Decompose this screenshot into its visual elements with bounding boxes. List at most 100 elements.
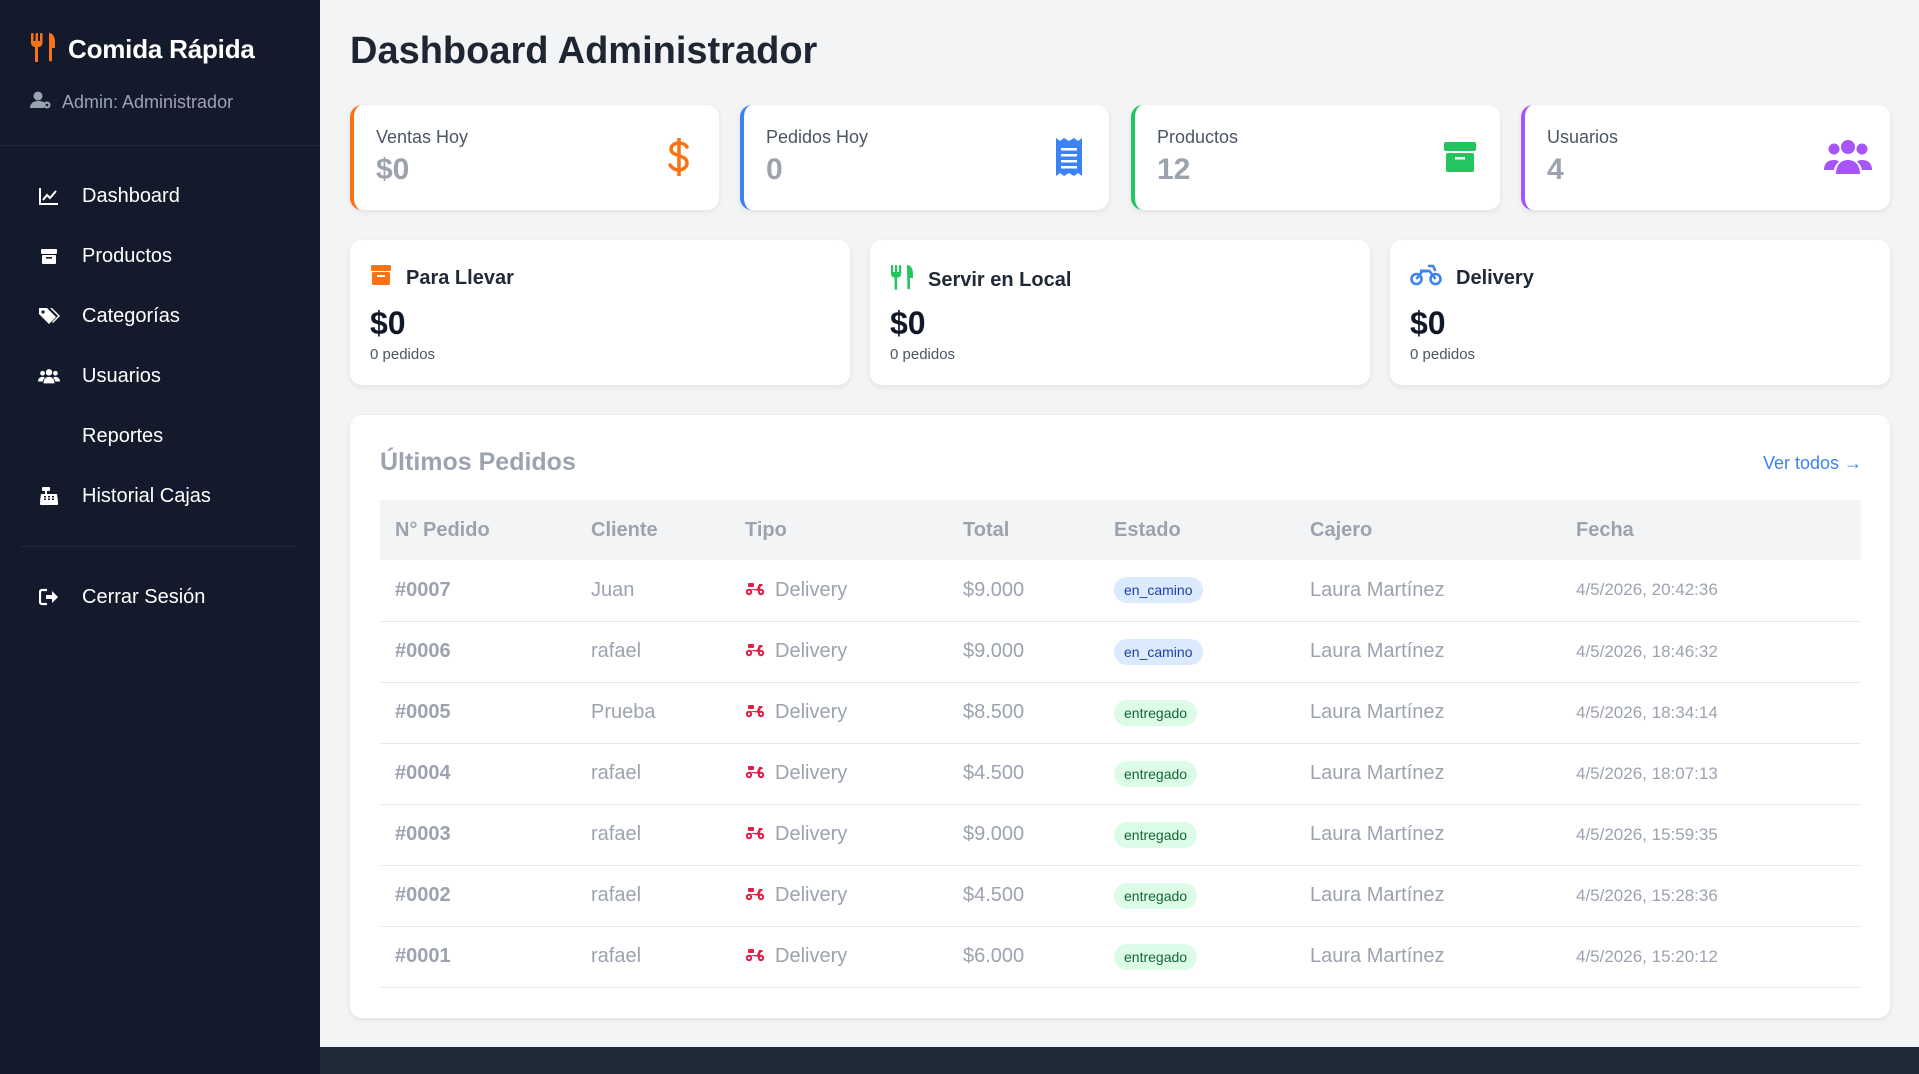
sidebar-item-label: Categorías [82,304,180,327]
stat-label: Pedidos Hoy [766,127,869,147]
order-type-card-servir-local: Servir en Local $0 0 pedidos [870,240,1370,385]
order-type-count: 0 pedidos [1410,346,1476,363]
dollar-icon [659,135,699,179]
chart-line-icon [38,185,60,207]
sidebar-item-dashboard[interactable]: Dashboard [0,166,320,226]
order-type-card-delivery: Delivery $0 0 pedidos [1390,240,1890,385]
sidebar-item-historial-cajas[interactable]: Historial Cajas [0,466,320,526]
users-icon [1824,135,1872,179]
status-badge: entregado [1114,760,1198,787]
order-type-cell: Delivery [730,560,948,621]
stat-label: Ventas Hoy [376,127,469,147]
receipt-icon [1049,135,1089,179]
status-badge: entregado [1114,821,1198,848]
table-row[interactable]: #0004 rafael Delivery $4.500 entregado Laura … [380,743,1861,804]
admin-info: Admin: Administrador [30,91,233,114]
order-client: Prueba [591,701,656,723]
order-type: Delivery [775,701,848,723]
order-client: rafael [591,762,642,784]
order-type-label: Servir en Local [928,268,1072,291]
stat-card-productos: Productos 12 [1131,105,1500,210]
order-date: 4/5/2026, 15:59:35 [1576,824,1718,844]
status-badge: entregado [1114,699,1198,726]
sidebar-item-categorias[interactable]: Categorías [0,286,320,346]
sidebar-item-reportes[interactable]: Reportes [0,406,320,466]
utensils-icon [30,32,56,67]
order-total: $4.500 [963,884,1025,906]
sidebar-item-usuarios[interactable]: Usuarios [0,346,320,406]
latest-orders-title: Últimos Pedidos [380,448,576,476]
stat-label: Usuarios [1547,127,1619,147]
order-type-count: 0 pedidos [370,346,436,363]
order-date: 4/5/2026, 18:34:14 [1576,702,1718,722]
order-cashier: Laura Martínez [1310,945,1445,967]
stat-label: Productos [1157,127,1239,147]
order-cashier: Laura Martínez [1310,762,1445,784]
order-client: rafael [591,884,642,906]
sidebar-item-productos[interactable]: Productos [0,226,320,286]
order-date: 4/5/2026, 18:07:13 [1576,763,1718,783]
stat-card-ventas: Ventas Hoy $0 [350,105,719,210]
order-date: 4/5/2026, 18:46:32 [1576,641,1718,661]
column-header: Estado [1114,518,1181,541]
table-row[interactable]: #0007 Juan Delivery $9.000 en_camino Laura Ma… [380,560,1861,621]
table-row[interactable]: #0006 rafael Delivery $9.000 en_camino Laura … [380,621,1861,682]
scooter-icon [745,579,765,602]
table-row[interactable]: #0002 rafael Delivery $4.500 entregado Laura … [380,865,1861,926]
order-type: Delivery [775,823,848,845]
brand[interactable]: Comida Rápida [30,32,255,67]
order-type: Delivery [775,762,848,784]
order-client: rafael [591,945,642,967]
brand-title: Comida Rápida [68,34,255,64]
users-icon [38,365,60,387]
order-total: $9.000 [963,578,1025,601]
order-status-cell: entregado [1099,743,1295,804]
table-row[interactable]: #0005 Prueba Delivery $8.500 entregado Laura … [380,682,1861,743]
scooter-icon [745,823,765,846]
column-header: Cajero [1310,518,1373,541]
table-row[interactable]: #0003 rafael Delivery $9.000 entregado Laura … [380,804,1861,865]
order-type: Delivery [775,640,848,662]
order-number: #0001 [395,945,451,967]
sign-out-icon [38,586,60,608]
order-type-cell: Delivery [730,743,948,804]
order-date: 4/5/2026, 20:42:36 [1576,580,1718,600]
order-total: $8.500 [963,701,1025,723]
order-status-cell: entregado [1099,682,1295,743]
view-all-link[interactable]: Ver todos → [1762,453,1862,473]
page-title: Dashboard Administrador [350,30,818,72]
order-total: $9.000 [963,640,1025,662]
scooter-icon [745,701,765,724]
order-type: Delivery [775,578,848,601]
order-status-cell: entregado [1099,865,1295,926]
order-status-cell: entregado [1099,804,1295,865]
column-header: Cliente [591,518,658,541]
table-row[interactable]: #0001 rafael Delivery $6.000 entregado Laura … [380,926,1861,987]
user-cog-icon [30,91,52,114]
order-type-label: Delivery [1456,266,1534,289]
column-header: N° Pedido [395,518,490,541]
status-badge: en_camino [1114,638,1203,665]
sidebar-item-label: Historial Cajas [82,484,211,507]
sidebar-item-label: Reportes [82,424,164,447]
order-number: #0002 [395,884,451,906]
order-type-cell: Delivery [730,621,948,682]
order-client: rafael [591,640,642,662]
order-cashier: Laura Martínez [1310,578,1445,601]
sidebar-item-label: Dashboard [82,184,180,207]
sidebar-divider [0,145,320,146]
order-type-label: Para Llevar [406,266,514,289]
scooter-icon [745,640,765,663]
tags-icon [38,305,60,327]
status-badge: entregado [1114,943,1198,970]
order-number: #0003 [395,823,451,845]
order-type-cell: Delivery [730,865,948,926]
order-type-cell: Delivery [730,926,948,987]
box-icon [370,264,392,292]
scooter-icon [745,884,765,907]
order-total: $6.000 [963,945,1025,967]
logout-button[interactable]: Cerrar Sesión [0,567,320,627]
logout-label: Cerrar Sesión [82,585,206,608]
sidebar-divider [20,546,298,547]
footer-bar [320,1047,1919,1074]
